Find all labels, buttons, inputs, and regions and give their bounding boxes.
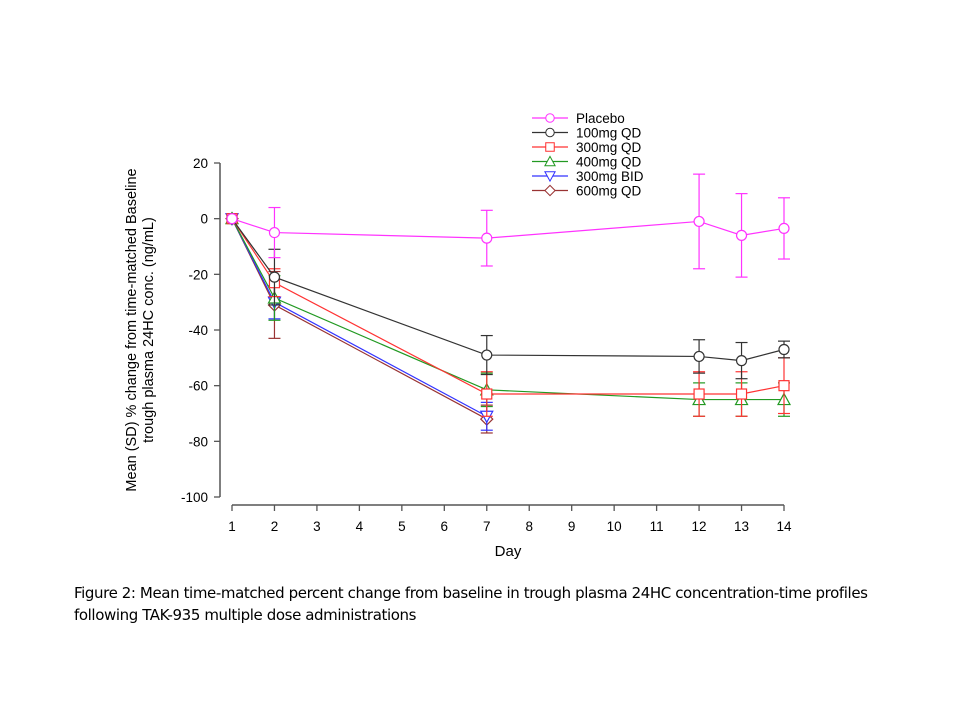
legend-label: 300mg BID <box>576 169 644 184</box>
y-tick-label: 20 <box>193 156 208 171</box>
legend-label: 600mg QD <box>576 184 642 199</box>
legend-marker <box>544 171 556 183</box>
x-tick-label: 4 <box>356 519 364 534</box>
x-ticks: 1 2 3 4 5 6 7 8 9 10 11 12 13 14 <box>228 505 792 534</box>
legend-label: 100mg QD <box>576 126 642 141</box>
axes: 200-20-40-60-80-100 1 2 3 4 5 6 7 8 9 10 11 12 13 14 <box>181 156 792 534</box>
figure-caption: Figure 2: Mean time-matched percent chan… <box>74 582 954 626</box>
data-point <box>778 222 790 235</box>
data-point <box>693 388 705 400</box>
series-placebo <box>226 173 790 278</box>
data-point <box>693 215 705 228</box>
series-layer <box>224 173 792 434</box>
x-tick-label: 13 <box>734 519 749 534</box>
legend-item: 400mg QD <box>532 155 642 170</box>
data-point <box>693 350 705 363</box>
legend-marker <box>545 142 555 152</box>
x-tick-label: 3 <box>313 519 321 534</box>
data-point <box>735 355 748 367</box>
data-point <box>481 349 493 361</box>
x-tick-label: 6 <box>441 519 449 534</box>
y-tick-label: -100 <box>181 490 208 505</box>
series-line <box>231 218 784 401</box>
series-300mg-qd <box>226 213 790 417</box>
legend-item: 300mg QD <box>532 140 642 155</box>
x-tick-label: 7 <box>483 519 491 534</box>
caption-line-1: Figure 2: Mean time-matched percent chan… <box>74 584 868 602</box>
x-tick-label: 9 <box>568 519 576 534</box>
x-tick-label: 14 <box>776 519 792 534</box>
y-tick-label: -40 <box>188 323 208 338</box>
series-300mg-bid <box>224 213 494 431</box>
legend-item: 600mg QD <box>532 184 642 199</box>
data-point <box>735 388 748 400</box>
legend-item: 100mg QD <box>532 126 642 141</box>
data-point <box>481 232 493 244</box>
series-line <box>231 218 785 362</box>
y-tick-label: -60 <box>188 379 208 394</box>
x-tick-label: 11 <box>650 519 664 534</box>
data-point <box>268 271 281 283</box>
series-100mg-qd <box>226 213 790 380</box>
y-axis-label-line2: trough plasma 24HC conc. (ng/mL) <box>141 217 157 443</box>
x-tick-label: 12 <box>692 519 707 534</box>
data-point <box>481 388 493 400</box>
data-point <box>735 229 748 241</box>
series-line <box>231 218 785 395</box>
legend-item: 300mg BID <box>532 169 644 184</box>
y-tick-label: -20 <box>188 267 208 282</box>
y-ticks: 20 0 -20 -40 -60 -80 -100 <box>181 156 220 505</box>
y-tick-label: -80 <box>188 434 208 449</box>
series-400mg-qd <box>224 211 792 417</box>
x-tick-label: 1 <box>228 519 236 534</box>
x-tick-label: 10 <box>607 519 622 534</box>
x-tick-label: 5 <box>398 519 406 534</box>
data-point <box>226 213 238 225</box>
series-line <box>231 218 488 417</box>
legend-label: 400mg QD <box>576 155 642 170</box>
legend-marker <box>544 155 556 167</box>
x-tick-label: 8 <box>525 519 533 534</box>
legend-marker <box>545 127 555 138</box>
x-tick-label: 2 <box>271 519 279 534</box>
legend-item: Placebo <box>532 111 625 126</box>
data-point <box>778 343 790 356</box>
y-axis-label-line1: Mean (SD) % change from time-matched Bas… <box>124 168 140 491</box>
data-point <box>778 380 790 392</box>
x-axis-label: Day <box>495 543 522 560</box>
series-600mg-qd <box>225 211 494 434</box>
data-point <box>268 226 281 239</box>
legend-label: 300mg QD <box>576 140 642 155</box>
legend-marker <box>545 113 555 123</box>
caption-line-2: following TAK-935 multiple dose administ… <box>74 606 417 624</box>
y-axis-label: Mean (SD) % change from time-matched Bas… <box>124 168 157 491</box>
y-tick-label: 0 <box>200 212 208 227</box>
legend-marker <box>544 184 556 197</box>
legend-label: Placebo <box>576 111 625 126</box>
series-line <box>231 218 785 239</box>
